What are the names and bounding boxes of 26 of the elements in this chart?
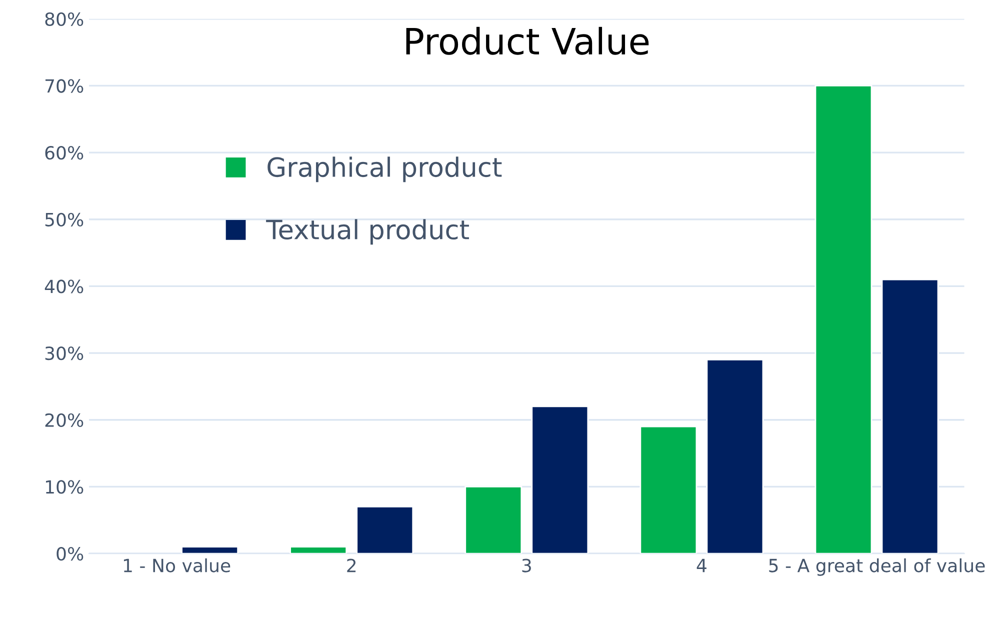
bar: [640, 426, 698, 554]
bar: [706, 359, 764, 554]
y-tick-label: 20%: [45, 413, 84, 427]
y-tick-label: 80%: [45, 12, 84, 26]
bar: [881, 278, 939, 554]
y-tick-label: 60%: [45, 146, 84, 160]
x-tick-label: 4: [696, 558, 706, 572]
bar: [814, 85, 872, 554]
legend-label: Graphical product: [268, 156, 502, 182]
bar: [290, 546, 348, 554]
y-tick-label: 50%: [45, 212, 84, 226]
x-tick-label: 3: [522, 558, 531, 572]
y-tick-label: 40%: [44, 280, 84, 294]
bar: [356, 506, 414, 554]
bar: [531, 406, 589, 554]
x-tick-label: 2: [347, 558, 356, 572]
y-tick-label: 30%: [45, 346, 84, 360]
chart-title: Product Value: [406, 26, 649, 55]
x-tick-label: 1 - No value: [124, 558, 230, 572]
y-tick-label: 70%: [46, 79, 84, 93]
y-tick-label: 10%: [46, 480, 84, 494]
legend-label: Textual product: [266, 219, 469, 245]
bar: [464, 486, 522, 554]
y-tick-label: 0%: [56, 546, 84, 561]
bar: [181, 546, 238, 554]
x-tick-label: 5 - A great deal of value: [769, 558, 985, 576]
